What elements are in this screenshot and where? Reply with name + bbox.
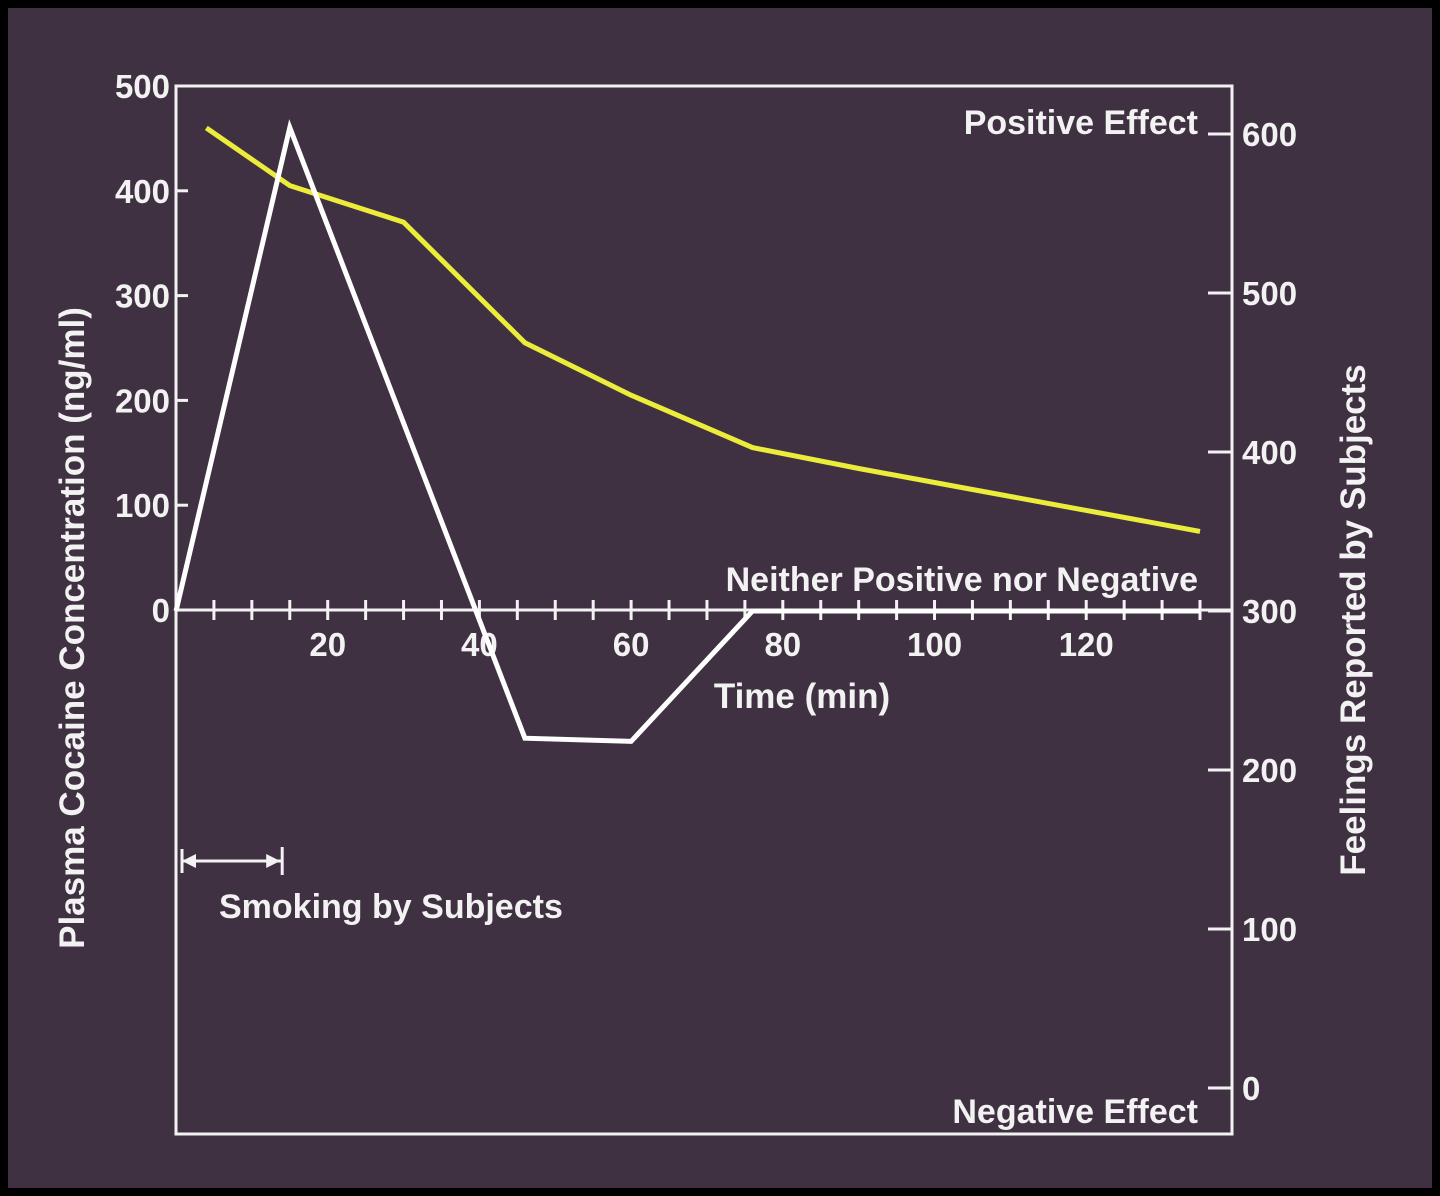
right-y-tick-label: 100 bbox=[1242, 911, 1297, 948]
neutral-effect-label: Neither Positive nor Negative bbox=[726, 561, 1198, 599]
feelings-line bbox=[173, 119, 1200, 744]
right-y-tick-label: 300 bbox=[1242, 593, 1297, 630]
left-axis-ticks: 0 100 200 300 400 500 bbox=[115, 68, 188, 629]
smoking-arrowhead-right bbox=[266, 854, 281, 868]
right-axis-title: Feelings Reported by Subjects bbox=[1334, 364, 1373, 876]
left-axis-title: Plasma Cocaine Concentration (ng/ml) bbox=[53, 307, 92, 949]
x-tick-label: 80 bbox=[764, 626, 801, 663]
x-tick-label: 60 bbox=[613, 626, 650, 663]
negative-effect-label: Negative Effect bbox=[952, 1093, 1198, 1131]
left-y-tick-label: 400 bbox=[115, 173, 170, 210]
right-y-tick-label: 600 bbox=[1242, 116, 1297, 153]
x-tick-label: 20 bbox=[309, 626, 346, 663]
plasma-concentration-line bbox=[204, 125, 1201, 534]
left-y-tick-label: 200 bbox=[115, 382, 170, 419]
x-tick-label: 120 bbox=[1059, 626, 1114, 663]
smoking-interval-marker bbox=[180, 847, 284, 875]
smoking-label: Smoking by Subjects bbox=[219, 888, 563, 926]
x-tick-label: 100 bbox=[907, 626, 962, 663]
chart-frame: 20 40 60 80 100 120 0 100 200 300 400 500 0 100 200 3… bbox=[8, 8, 1432, 1188]
left-y-tick-label: 100 bbox=[115, 487, 170, 524]
right-y-tick-label: 200 bbox=[1242, 752, 1297, 789]
left-y-tick-label: 0 bbox=[152, 592, 170, 629]
right-y-tick-label: 500 bbox=[1242, 275, 1297, 312]
left-y-tick-label: 500 bbox=[115, 68, 170, 105]
right-axis-ticks: 0 100 200 300 400 500 600 bbox=[1208, 116, 1297, 1107]
right-y-tick-label: 400 bbox=[1242, 434, 1297, 471]
left-y-tick-label: 300 bbox=[115, 278, 170, 315]
positive-effect-label: Positive Effect bbox=[964, 104, 1198, 142]
smoking-arrowhead-left bbox=[182, 854, 196, 868]
right-y-tick-label: 0 bbox=[1242, 1070, 1260, 1107]
series-layer bbox=[173, 119, 1201, 744]
x-axis-title: Time (min) bbox=[714, 677, 890, 716]
